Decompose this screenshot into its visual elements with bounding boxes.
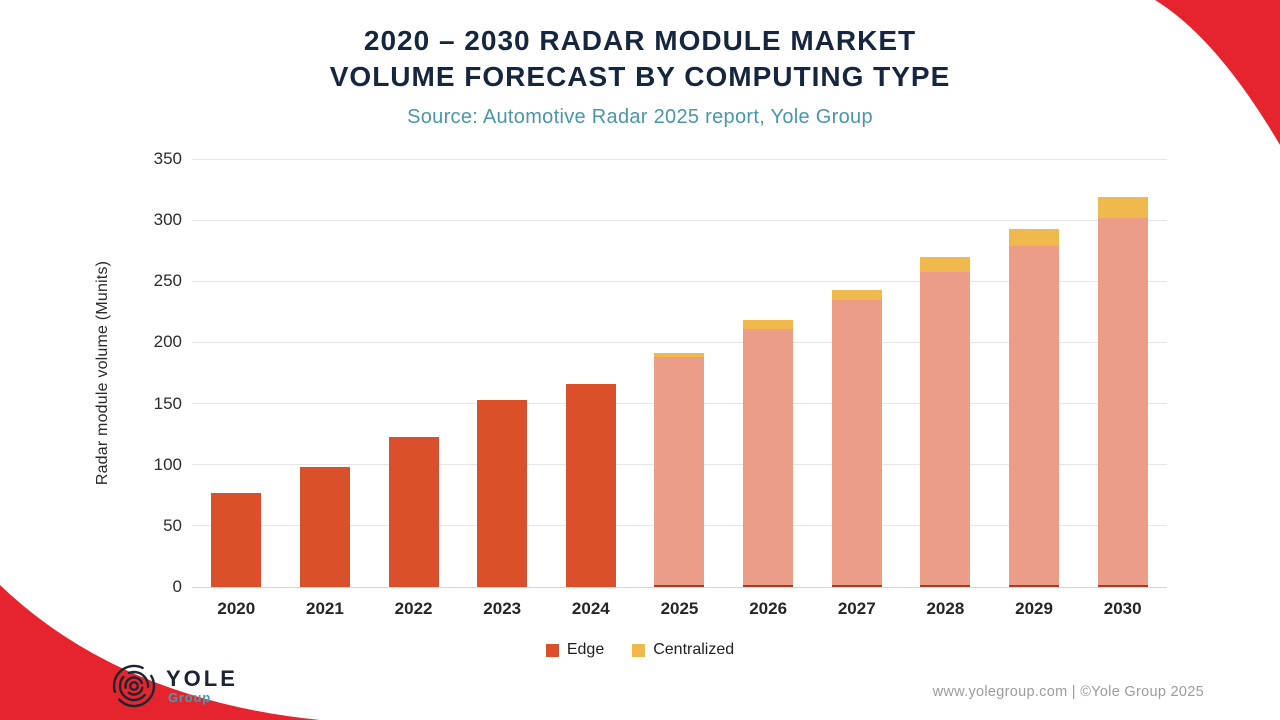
gridline (192, 158, 1167, 160)
x-axis-line (192, 586, 1167, 588)
y-tick-label: 50 (163, 515, 182, 535)
bar-segment-edge (211, 492, 262, 587)
x-tick-label: 2029 (1015, 599, 1053, 618)
page-title-line1: 2020 – 2030 RADAR MODULE MARKET (363, 25, 917, 56)
chart-header: 2020 – 2030 RADAR MODULE MARKET VOLUME F… (0, 0, 1280, 129)
gridline (192, 219, 1167, 221)
bar-segment-centralized (743, 320, 794, 329)
bar-segment-edge (920, 271, 971, 587)
bar-slot-2021: 2021 (281, 159, 370, 618)
bar-slot-2027: 2027 (812, 159, 901, 618)
gridline (192, 341, 1167, 343)
y-axis-tick-labels: 0 50 100 150 200 250 300 350 (0, 149, 182, 596)
logo-subtext: Group (168, 689, 211, 705)
bar-slot-2030: 2030 (1078, 159, 1167, 618)
x-tick-label: 2028 (926, 599, 965, 618)
chart-legend: Edge Centralized (0, 641, 1280, 659)
bar-slot-2029: 2029 (990, 159, 1079, 618)
legend-swatch-centralized (632, 643, 646, 657)
y-tick-label: 0 (172, 577, 182, 596)
bar-2030 (1097, 196, 1148, 587)
y-tick-label: 350 (153, 149, 182, 168)
bar-2021 (299, 467, 350, 587)
gridline (192, 280, 1167, 282)
legend-swatch-edge (545, 643, 559, 657)
bar-2028 (920, 256, 971, 587)
bar-2025 (654, 353, 705, 587)
plot-area: 2020 2021 2022 2023 2024 2025 2026 2027 2028 2029… (192, 158, 1167, 618)
bar-slot-2025: 2025 (635, 159, 724, 618)
bar-segment-edge (831, 299, 882, 587)
bar-segment-edge (1097, 217, 1148, 587)
bar-2024 (565, 384, 616, 587)
x-tick-label: 2023 (483, 599, 522, 618)
bar-forecast-baseline (743, 585, 794, 587)
yole-swirl-icon (112, 664, 156, 708)
y-tick-label: 150 (153, 393, 182, 413)
bar-slot-2026: 2026 (724, 159, 813, 618)
bar-slot-2023: 2023 (458, 159, 547, 618)
bar-segment-edge (1009, 245, 1060, 587)
bar-2023 (477, 399, 528, 587)
bar-forecast-baseline (654, 585, 705, 587)
bar-2020 (211, 492, 262, 587)
bar-slot-2024: 2024 (547, 159, 636, 618)
x-tick-label: 2024 (571, 599, 610, 618)
legend-label-centralized: Centralized (653, 641, 735, 658)
bar-segment-edge (388, 436, 439, 587)
bar-segment-edge (477, 399, 528, 587)
bar-segment-edge (743, 328, 794, 587)
bar-2027 (831, 289, 882, 587)
bar-segment-edge (654, 357, 705, 587)
bar-segment-centralized (920, 256, 971, 272)
y-tick-label: 100 (153, 454, 182, 474)
bar-segment-centralized (1009, 228, 1060, 246)
bar-slot-2022: 2022 (369, 159, 458, 618)
footer-credit: www.yolegroup.com | ©Yole Group 2025 (932, 684, 1204, 700)
logo-text: YOLE Group (166, 665, 238, 705)
bar-segment-edge (565, 384, 616, 587)
x-tick-label: 2026 (749, 599, 788, 618)
bar-segment-centralized (654, 353, 705, 358)
bar-2026 (743, 320, 794, 587)
legend-label-edge: Edge (566, 641, 605, 658)
bar-forecast-baseline (831, 585, 882, 587)
x-tick-label: 2021 (306, 599, 344, 618)
bar-forecast-baseline (920, 585, 971, 587)
y-tick-label: 250 (153, 271, 182, 291)
bar-segment-edge (299, 467, 350, 587)
logo-name: YOLE (166, 665, 238, 691)
page-title-line2: VOLUME FORECAST BY COMPUTING TYPE (329, 61, 951, 92)
bar-forecast-baseline (1097, 585, 1148, 587)
bar-forecast-baseline (1009, 585, 1060, 587)
bar-slot-2028: 2028 (901, 159, 990, 618)
bar-slot-2020: 2020 (192, 159, 281, 618)
x-tick-label: 2030 (1103, 599, 1142, 618)
bar-2022 (388, 436, 439, 587)
x-tick-label: 2020 (217, 599, 256, 618)
y-tick-label: 200 (153, 332, 182, 352)
chart-source-subtitle: Source: Automotive Radar 2025 report, Yo… (407, 106, 873, 128)
y-tick-label: 300 (153, 210, 182, 230)
x-tick-label: 2022 (394, 599, 433, 618)
bar-2029 (1009, 228, 1060, 587)
bar-segment-centralized (831, 289, 882, 300)
bar-segment-centralized (1097, 196, 1148, 218)
x-tick-label: 2027 (837, 599, 876, 618)
x-tick-label: 2025 (660, 599, 699, 618)
legend-item-edge: Edge (545, 641, 605, 659)
yole-group-logo: YOLE Group (110, 662, 238, 710)
legend-item-centralized: Centralized (632, 641, 734, 659)
